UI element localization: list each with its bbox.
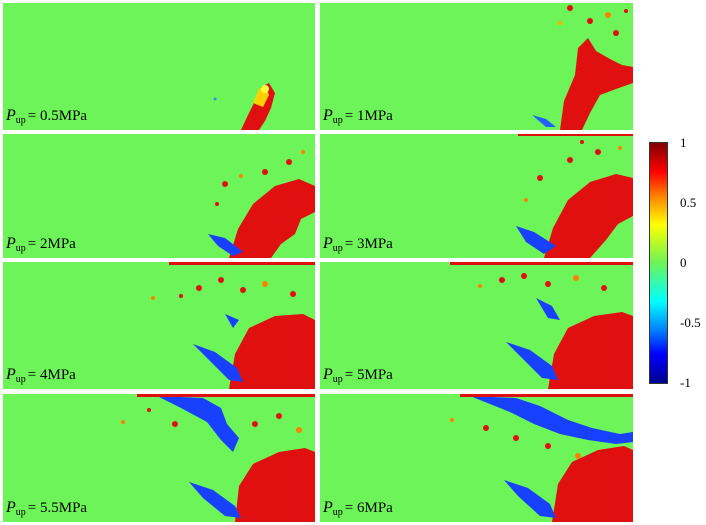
pressure-label: Pup = 0.5MPa: [6, 107, 88, 126]
panel-p-5mpa: Pup = 5MPa: [320, 262, 633, 389]
panel-p-0.5mpa: Pup = 0.5MPa: [3, 3, 315, 130]
panel-p-1mpa: Pup = 1MPa: [320, 3, 633, 130]
pressure-label: Pup = 4MPa: [6, 366, 76, 385]
damage-field: [213, 83, 275, 130]
damage-field: [151, 262, 315, 389]
panel-p-5.5mpa: Pup = 5.5MPa: [3, 394, 315, 522]
colorbar-tick: 0.5: [680, 195, 697, 210]
damage-field: [450, 262, 633, 389]
pressure-label: Pup = 6MPa: [323, 499, 393, 518]
panel-p-3mpa: Pup = 3MPa: [320, 134, 633, 258]
damage-field: [516, 134, 633, 258]
damage-field: [121, 394, 315, 522]
pressure-label: Pup = 2MPa: [6, 235, 76, 254]
damage-field: [450, 394, 633, 522]
colorbar-tick: -0.5: [680, 315, 701, 330]
panel-p-4mpa: Pup = 4MPa: [3, 262, 315, 389]
colorbar-tick: -1: [680, 375, 691, 390]
colorbar-tick: 0: [680, 255, 687, 270]
colorbar-tick: 1: [680, 135, 687, 150]
panel-p-2mpa: Pup = 2MPa: [3, 134, 315, 258]
colorbar: [649, 142, 668, 384]
damage-field: [532, 5, 633, 130]
pressure-label: Pup = 5MPa: [323, 366, 393, 385]
damage-field: [208, 150, 315, 258]
panel-p-6mpa: Pup = 6MPa: [320, 394, 633, 522]
pressure-label: Pup = 3MPa: [323, 235, 393, 254]
pressure-label: Pup = 1MPa: [323, 107, 393, 126]
pressure-label: Pup = 5.5MPa: [6, 499, 88, 518]
